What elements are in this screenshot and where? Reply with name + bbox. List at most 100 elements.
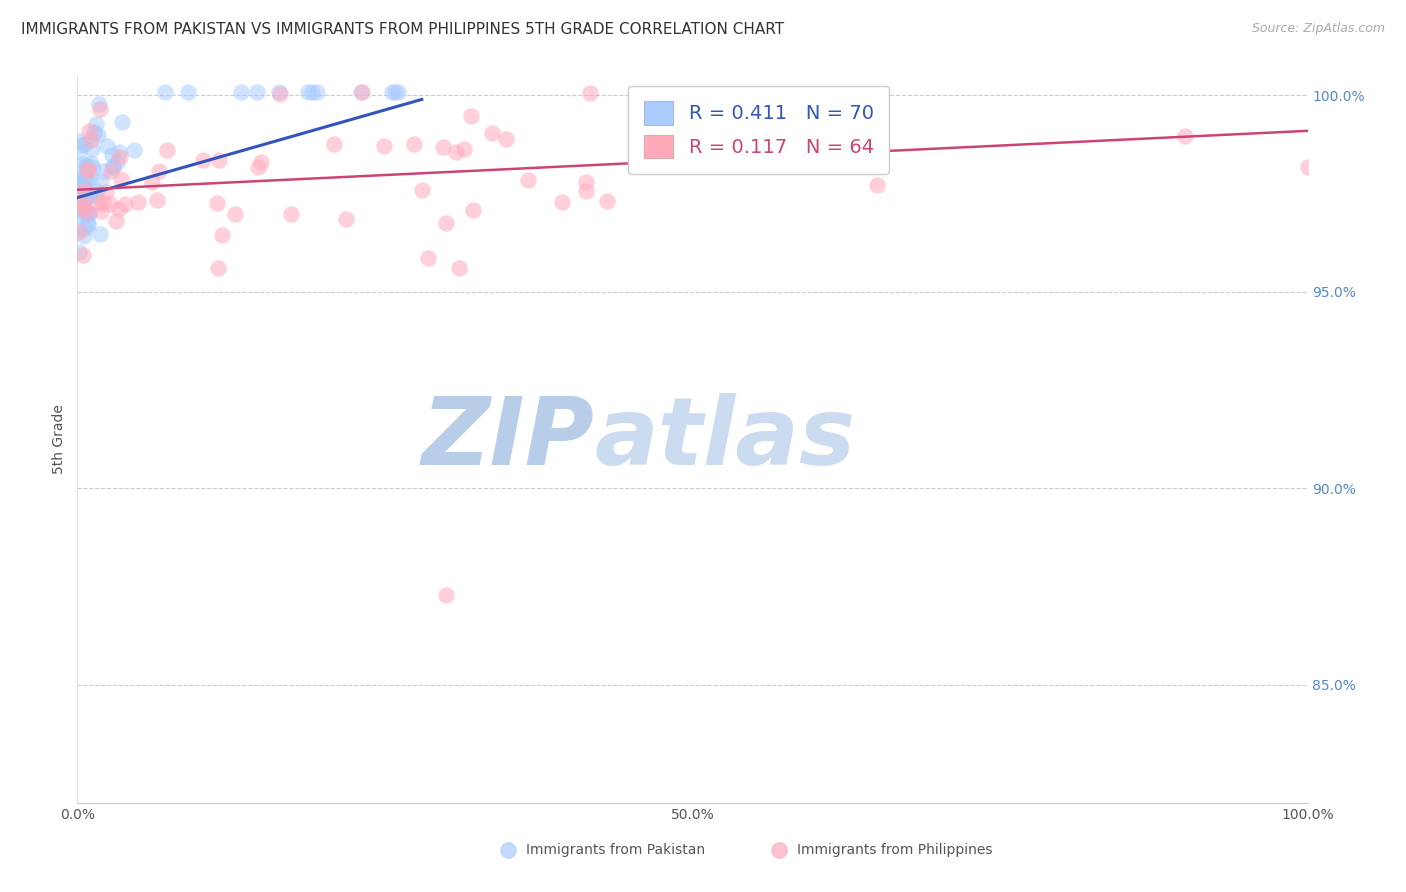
Point <box>82 142 104 156</box>
Point <box>67 144 90 158</box>
Point <box>436 216 458 230</box>
Point <box>373 139 395 153</box>
Point <box>305 85 328 99</box>
Point <box>77 161 100 176</box>
Point <box>80 155 103 169</box>
Point <box>191 153 214 168</box>
Point <box>108 202 131 216</box>
Point <box>67 193 90 207</box>
Point <box>76 162 98 177</box>
Point <box>75 183 97 197</box>
Point <box>269 85 291 99</box>
Text: Immigrants from Philippines: Immigrants from Philippines <box>797 843 993 857</box>
Point <box>105 154 128 169</box>
Point <box>153 85 176 99</box>
Point <box>100 164 122 178</box>
Point <box>110 115 132 129</box>
Point <box>70 201 93 215</box>
Point <box>75 166 97 180</box>
Point <box>77 162 100 177</box>
Point <box>91 196 114 211</box>
Text: Source: ZipAtlas.com: Source: ZipAtlas.com <box>1251 22 1385 36</box>
Point <box>517 173 540 187</box>
Legend: R = 0.411   N = 70, R = 0.117   N = 64: R = 0.411 N = 70, R = 0.117 N = 64 <box>628 86 890 174</box>
Point <box>301 85 323 99</box>
Point <box>87 128 110 142</box>
Point <box>67 225 90 239</box>
Point <box>75 137 97 152</box>
Point <box>100 197 122 211</box>
Point <box>67 201 90 215</box>
Point <box>70 173 93 187</box>
Point <box>67 245 90 260</box>
Point <box>384 85 406 99</box>
Point <box>101 159 124 173</box>
Point <box>72 138 94 153</box>
Point <box>79 188 101 202</box>
Text: ZIP: ZIP <box>422 393 595 485</box>
Point <box>73 184 96 198</box>
Point <box>70 177 93 191</box>
Point <box>96 139 118 153</box>
Point <box>108 145 131 160</box>
Point <box>93 163 115 178</box>
Point <box>94 185 117 199</box>
Point <box>76 160 98 174</box>
Point <box>449 261 471 276</box>
Point <box>224 207 246 221</box>
Point <box>114 197 136 211</box>
Point <box>84 188 107 202</box>
Text: Immigrants from Pakistan: Immigrants from Pakistan <box>526 843 706 857</box>
Point <box>77 206 100 220</box>
Point <box>75 208 97 222</box>
Point <box>453 142 475 156</box>
Point <box>110 172 132 186</box>
Point <box>75 172 97 186</box>
Point <box>104 214 127 228</box>
Point <box>208 153 231 168</box>
Point <box>335 211 357 226</box>
Point <box>1296 160 1319 174</box>
Point <box>155 143 177 157</box>
Point <box>73 179 96 194</box>
Point <box>77 207 100 221</box>
Point <box>551 195 574 210</box>
Point <box>69 134 91 148</box>
Point <box>323 136 346 151</box>
Point <box>229 85 252 99</box>
Point <box>575 184 598 198</box>
Point <box>80 133 103 147</box>
Y-axis label: 5th Grade: 5th Grade <box>52 404 66 475</box>
Point <box>101 148 124 162</box>
Point <box>579 86 602 100</box>
Point <box>89 102 111 116</box>
Point <box>86 184 108 198</box>
Point <box>101 160 124 174</box>
Point <box>75 221 97 235</box>
Point <box>148 164 170 178</box>
Point <box>463 203 485 218</box>
Point <box>280 207 302 221</box>
Point <box>575 175 598 189</box>
Point <box>110 150 132 164</box>
Point <box>76 217 98 231</box>
Point <box>67 222 90 236</box>
Point <box>75 185 97 199</box>
Point <box>269 87 291 102</box>
Point <box>79 171 101 186</box>
Point <box>146 193 169 207</box>
Point <box>247 160 270 174</box>
Point <box>432 140 454 154</box>
Point <box>73 204 96 219</box>
Point <box>76 217 98 231</box>
Point <box>211 227 233 242</box>
Point <box>481 126 503 140</box>
Point <box>127 194 149 209</box>
Point <box>69 169 91 184</box>
Point <box>77 188 100 202</box>
Point <box>404 137 426 152</box>
Point <box>89 227 111 241</box>
Point <box>77 124 100 138</box>
Text: atlas: atlas <box>595 393 855 485</box>
Point <box>122 143 145 157</box>
